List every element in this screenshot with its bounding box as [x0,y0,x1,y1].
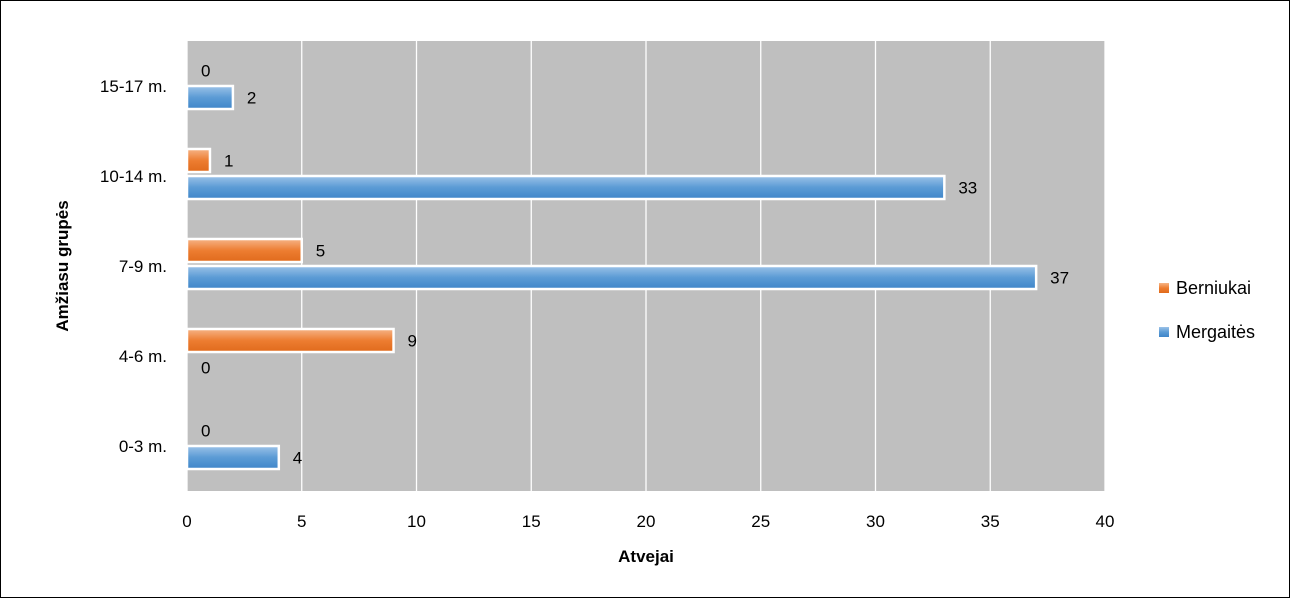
data-labels: 0 4 9 0 5 37 1 33 0 2 [201,62,1069,468]
x-tick-label: 35 [981,512,1000,531]
legend-swatch [1159,283,1169,293]
y-axis-ticks: 0-3 m. 4-6 m. 7-9 m. 10-14 m. 15-17 m. [100,77,167,456]
x-tick-label: 25 [751,512,770,531]
data-label: 0 [201,359,210,378]
data-label: 33 [958,179,977,198]
data-label: 5 [316,242,325,261]
y-tick-label: 15-17 m. [100,77,167,96]
x-tick-label: 20 [637,512,656,531]
x-axis-title: Atvejai [618,547,674,566]
bars [185,84,1038,471]
y-tick-label: 0-3 m. [119,437,167,456]
x-tick-label: 10 [407,512,426,531]
bar [185,147,212,174]
bar [185,174,946,201]
bar [185,237,303,264]
legend-label: Berniukai [1176,278,1251,298]
bar [185,264,1038,291]
data-label: 2 [247,89,256,108]
data-label: 0 [201,422,210,441]
bar [185,327,395,354]
data-label: 4 [293,449,302,468]
y-tick-label: 10-14 m. [100,167,167,186]
data-label: 9 [408,332,417,351]
legend: Berniukai Mergaitės [1159,278,1255,342]
legend-label: Mergaitės [1176,322,1255,342]
y-tick-label: 7-9 m. [119,257,167,276]
x-tick-label: 30 [866,512,885,531]
bar [185,84,235,111]
data-label: 1 [224,152,233,171]
x-tick-label: 0 [182,512,191,531]
y-axis-title: Amžiasu grupės [53,200,72,331]
x-tick-label: 40 [1096,512,1115,531]
x-tick-label: 15 [522,512,541,531]
bar [185,444,281,471]
x-tick-label: 5 [297,512,306,531]
legend-swatch [1159,327,1169,337]
data-label: 0 [201,62,210,81]
x-axis-ticks: 0 5 10 15 20 25 30 35 40 [182,512,1114,531]
data-label: 37 [1050,269,1069,288]
y-tick-label: 4-6 m. [119,347,167,366]
